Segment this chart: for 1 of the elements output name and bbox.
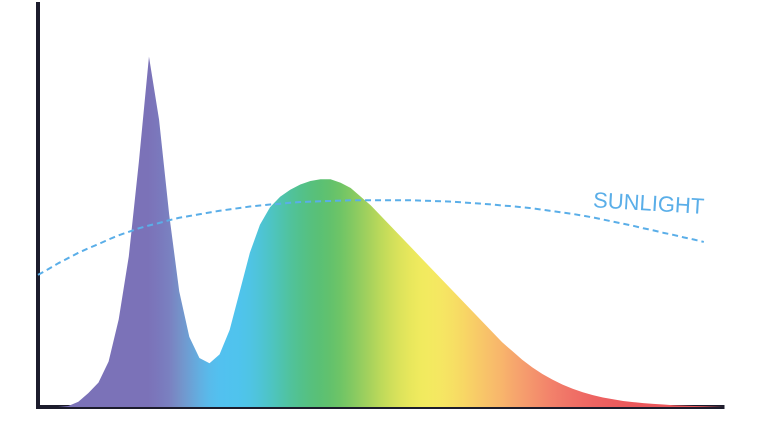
- series-label: SUNLIGHT: [592, 187, 706, 219]
